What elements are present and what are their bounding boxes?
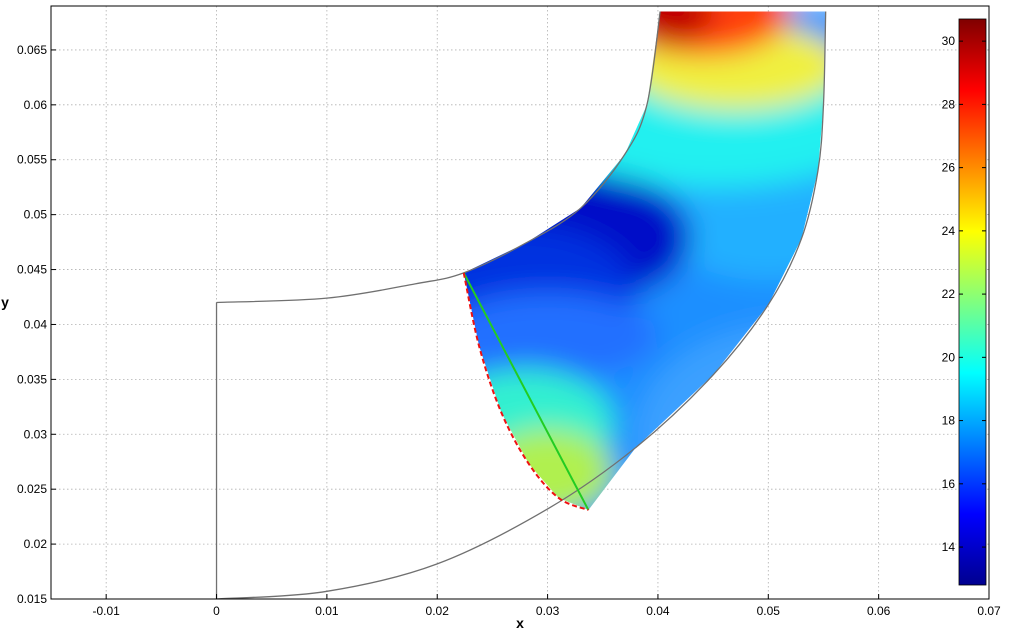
x-tick-label: 0.05 [757,604,781,618]
colorbar-tick-label: 14 [942,540,956,554]
x-axis-ticks: -0.01 0 0.01 0.02 0.03 0.04 0.05 0.06 0.07 [92,594,1001,618]
colorbar-tick-label: 20 [942,350,956,364]
contour-color-blob [463,291,658,380]
y-tick-label: 0.05 [24,208,48,222]
y-tick-label: 0.04 [24,317,48,331]
colorbar-tick-label: 28 [942,97,956,111]
x-axis-label: x [516,615,524,630]
colorbar-tick-label: 22 [942,287,956,301]
y-tick-label: 0.065 [17,43,47,57]
x-tick-label: 0.01 [315,604,339,618]
x-tick-label: 0.06 [867,604,891,618]
colorbar-tick-label: 30 [942,34,956,48]
y-axis-label: y [1,294,9,310]
red-dashed-curve-line [462,272,589,511]
y-tick-label: 0.055 [17,153,47,167]
axes-box [50,5,990,600]
y-tick-label: 0.035 [17,372,47,386]
x-tick-label: 0.04 [646,604,670,618]
x-tick-label: -0.01 [92,604,120,618]
colorbar-tick-label: 26 [942,161,956,175]
colorbar-ticks: 14 16 18 20 22 24 26 28 30 [942,34,986,554]
y-tick-label: 0.06 [24,98,48,112]
green-line-line [462,272,590,511]
x-tick-label: 0 [213,604,220,618]
y-axis-ticks: 0.015 0.02 0.025 0.03 0.035 0.04 0.045 0.05 0.05… [17,43,56,606]
boundary-curves [215,11,827,599]
x-tick-label: 0.07 [977,604,1001,618]
x-tick-label: 0.03 [536,604,560,618]
colorbar: 14 16 18 20 22 24 26 28 30 [942,18,987,586]
inner-boundary-line [216,11,661,304]
colorbar-tick-label: 18 [942,414,956,428]
y-tick-label: 0.025 [17,482,47,496]
colorbar-gradient [958,18,987,586]
outer-boundary-line [216,11,827,599]
y-tick-label: 0.015 [17,592,47,606]
y-tick-label: 0.045 [17,263,47,277]
colorbar-tick-label: 16 [942,477,956,491]
y-tick-label: 0.02 [24,537,48,551]
x-tick-label: 0.02 [426,604,450,618]
y-tick-label: 0.03 [24,427,48,441]
colorbar-tick-label: 24 [942,224,956,238]
